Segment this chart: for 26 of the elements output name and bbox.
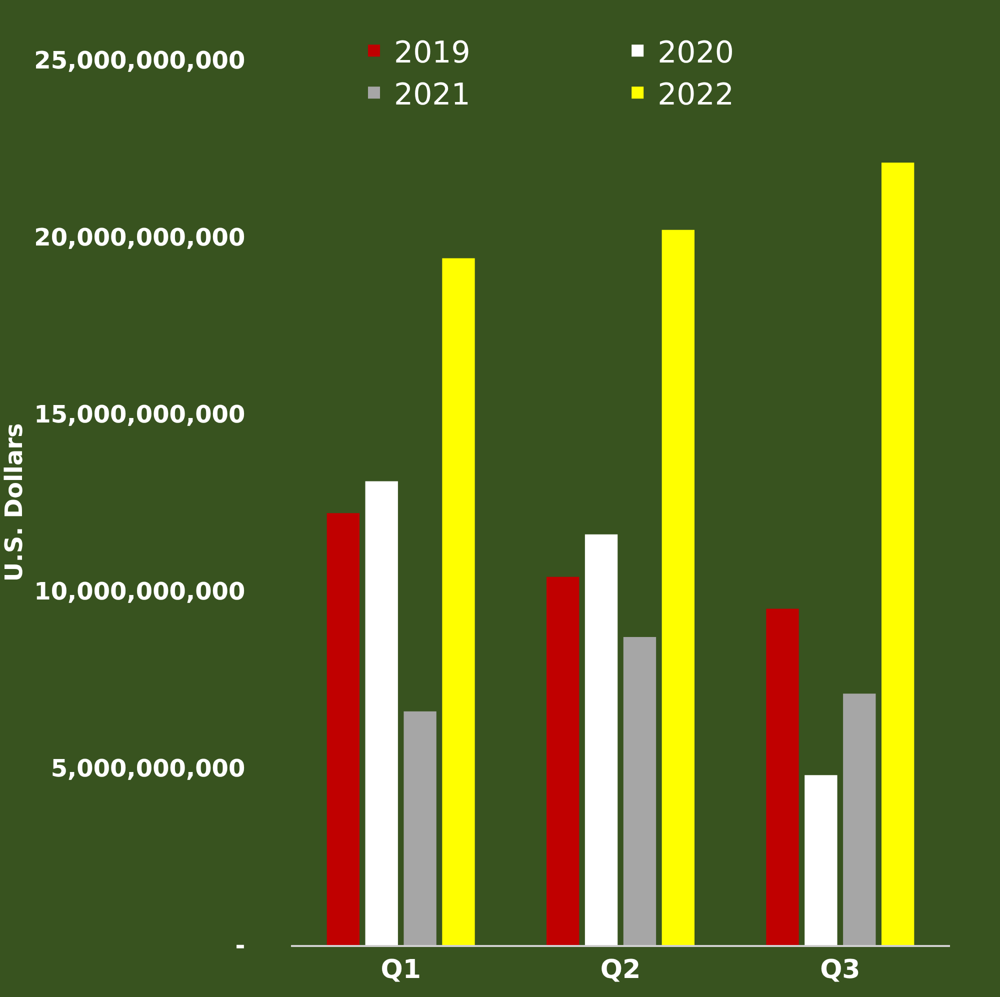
x-tick-label: Q1 bbox=[380, 955, 421, 986]
bar bbox=[881, 162, 914, 945]
bar bbox=[584, 534, 618, 945]
legend-label: 2021 bbox=[394, 77, 470, 112]
y-tick-label: 15,000,000,000 bbox=[34, 400, 246, 428]
y-tick-label: 10,000,000,000 bbox=[34, 577, 246, 606]
bar bbox=[766, 608, 799, 945]
y-tick-label: 20,000,000,000 bbox=[34, 223, 246, 252]
y-tick-label: 5,000,000,000 bbox=[50, 754, 246, 782]
bar bbox=[365, 481, 398, 945]
legend-label: 2022 bbox=[658, 77, 734, 112]
x-tick-label: Q2 bbox=[600, 955, 641, 986]
bar bbox=[843, 694, 876, 945]
bar bbox=[442, 258, 475, 945]
bar bbox=[404, 711, 436, 945]
y-tick-label: - bbox=[235, 931, 246, 960]
y-tick-label: 25,000,000,000 bbox=[34, 46, 246, 74]
y-axis-title: U.S. Dollars bbox=[0, 423, 28, 582]
legend-label: 2019 bbox=[394, 35, 470, 70]
bar bbox=[662, 230, 694, 945]
bar bbox=[623, 637, 656, 945]
bar bbox=[326, 513, 360, 945]
bar bbox=[804, 775, 838, 945]
x-tick-label: Q3 bbox=[820, 955, 860, 986]
legend-label: 2020 bbox=[658, 35, 734, 70]
bar bbox=[546, 576, 580, 945]
